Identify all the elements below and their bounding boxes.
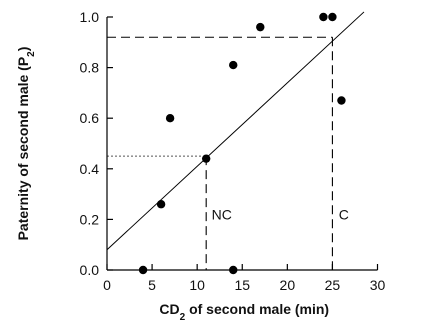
data-point <box>256 22 265 32</box>
y-axis-title: Paternity of second male (P2) <box>15 47 37 241</box>
x-tick-label: 0 <box>103 277 111 293</box>
data-point <box>138 265 148 275</box>
data-point <box>165 114 175 123</box>
data-point <box>229 265 238 275</box>
y-tick-label: 1.0 <box>80 9 100 25</box>
x-tick-label: 5 <box>148 277 156 293</box>
data-point <box>319 12 328 22</box>
data-point <box>201 154 211 163</box>
x-axis-title: CD2 of second male (min) <box>159 301 329 323</box>
data-point <box>229 60 238 70</box>
y-tick-label: 0.0 <box>80 262 100 278</box>
annotation-nc: NC <box>212 206 232 222</box>
y-tick-label: 0.8 <box>80 60 100 76</box>
regression-line <box>106 11 365 251</box>
annotation-c: C <box>339 206 349 222</box>
data-point <box>337 96 346 105</box>
x-tick-label: 20 <box>280 277 296 293</box>
x-tick-label: 25 <box>325 277 341 293</box>
x-tick-label: 30 <box>370 277 386 293</box>
data-point <box>328 12 337 22</box>
y-tick-label: 0.2 <box>80 211 100 227</box>
y-tick-label: 0.6 <box>80 110 100 126</box>
x-tick-label: 10 <box>189 277 205 293</box>
data-point <box>156 200 166 209</box>
y-tick-label: 0.4 <box>80 161 100 177</box>
x-tick-label: 15 <box>234 277 250 293</box>
